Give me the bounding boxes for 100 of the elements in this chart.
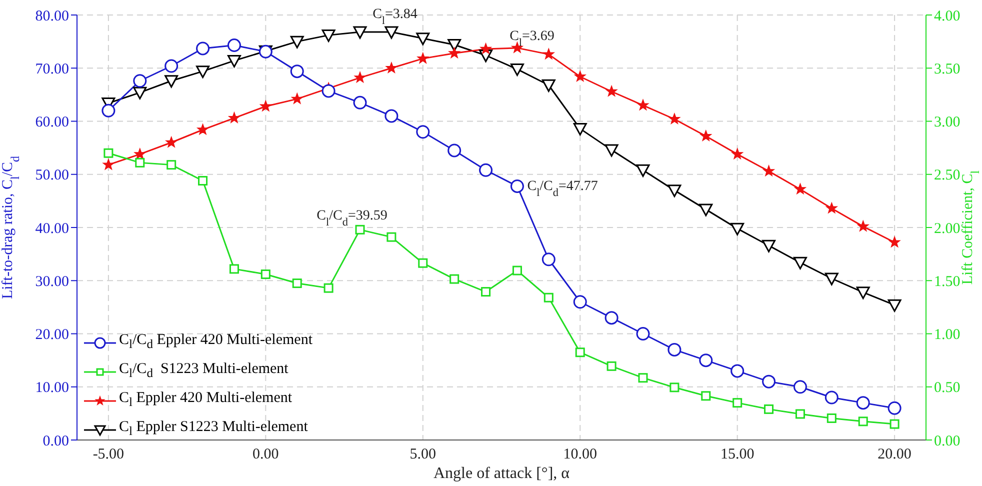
point [355, 224, 365, 234]
y2-tick-label: 4.00 [934, 8, 960, 24]
point [479, 163, 493, 177]
point [856, 286, 870, 300]
x-tick-label: 10.00 [563, 446, 597, 463]
point [291, 93, 303, 104]
x-tick-label: 20.00 [878, 446, 912, 463]
point [228, 112, 240, 123]
point [448, 144, 462, 158]
point [229, 264, 239, 274]
point [826, 202, 838, 214]
point [670, 382, 680, 392]
point [227, 54, 241, 68]
point [700, 130, 712, 141]
point [732, 398, 742, 408]
point [573, 295, 587, 309]
point [730, 364, 744, 378]
point [668, 184, 682, 198]
point [416, 125, 430, 139]
y-tick-label: 10.00 [35, 380, 69, 396]
point [699, 204, 713, 216]
y-tick-label: 60.00 [35, 114, 69, 131]
point [575, 348, 585, 358]
y2-tick-label: 1.00 [934, 327, 960, 344]
point [795, 409, 805, 419]
point [384, 26, 398, 39]
point [386, 232, 396, 242]
point [763, 165, 774, 176]
point [164, 59, 178, 73]
point [542, 252, 556, 266]
point [324, 283, 334, 293]
point [888, 236, 900, 248]
point [793, 256, 807, 270]
point [166, 136, 177, 148]
point [510, 63, 524, 76]
point [417, 52, 429, 64]
point [573, 122, 587, 136]
point [416, 32, 430, 46]
legend-label: C$_{l}$ Eppler S1223 Multi-element [119, 418, 308, 440]
legend-label: C$_{l}$/C$_{d}$ S1223 Multi-element [119, 360, 288, 382]
point [574, 70, 586, 82]
point [510, 179, 524, 193]
point [386, 62, 398, 73]
point [604, 311, 618, 325]
point [636, 164, 650, 177]
point [450, 274, 460, 284]
point [730, 222, 744, 236]
point [542, 79, 556, 92]
y-tick-label: 40.00 [35, 220, 69, 237]
point [353, 96, 367, 110]
point [890, 419, 900, 429]
point [102, 158, 114, 170]
y-tick-label: 80.00 [35, 8, 69, 24]
point [290, 64, 304, 78]
point [668, 342, 682, 356]
point [133, 74, 147, 88]
point [102, 104, 116, 118]
x-tick-label: 15.00 [720, 446, 754, 463]
point [762, 374, 776, 388]
point [606, 86, 618, 96]
point [164, 75, 178, 88]
y2-tick-label: 3.00 [934, 114, 960, 131]
point [448, 47, 460, 58]
y2-tick-label: 2.00 [934, 220, 960, 237]
y2-tick-label: 1.50 [934, 274, 960, 290]
point [701, 391, 711, 401]
y-tick-label: 0.00 [42, 433, 69, 450]
point [227, 38, 241, 52]
point [856, 396, 870, 410]
point [699, 354, 713, 368]
point [290, 36, 304, 48]
point [322, 84, 336, 98]
point [104, 148, 114, 158]
point [418, 258, 428, 268]
point [384, 109, 398, 123]
point [604, 144, 618, 157]
annotation: C$_{l}$=3.69 [510, 29, 554, 49]
legend-label: C$_{l}$ Eppler 420 Multi-element [119, 389, 292, 411]
point [197, 124, 208, 135]
point [353, 26, 367, 39]
x-tick-label: -5.00 [92, 446, 124, 463]
point [166, 160, 176, 170]
point [824, 272, 838, 286]
point [292, 278, 302, 288]
y2-tick-label: 2.50 [934, 168, 960, 184]
y-tick-label: 50.00 [35, 168, 69, 184]
point [826, 413, 836, 423]
point [481, 287, 491, 297]
point [794, 183, 806, 194]
x-tick-label: 0.00 [252, 446, 279, 463]
point [638, 373, 648, 383]
y-tick-label: 30.00 [35, 274, 69, 290]
y2-tick-label: 3.50 [934, 61, 960, 78]
y-tick-label: 70.00 [35, 61, 69, 78]
point [606, 361, 616, 371]
point [196, 42, 210, 56]
point [196, 66, 210, 78]
point [448, 39, 462, 52]
point [637, 99, 649, 110]
x-axis-title: Angle of attack [°], α [433, 465, 570, 482]
